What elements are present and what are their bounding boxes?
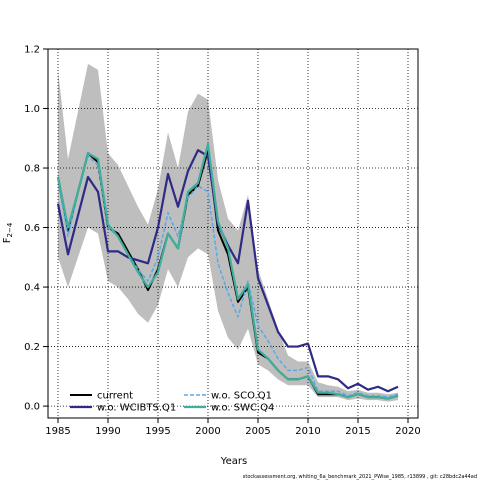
legend-label: w.o. SWC.Q4	[211, 403, 274, 414]
x-tick-label: 1990	[95, 426, 120, 437]
y-tick-label: 0.6	[24, 223, 40, 234]
legend-label: w.o. SCO.Q1	[211, 391, 272, 402]
x-tick-label: 2000	[195, 426, 220, 437]
legend-label: current	[97, 391, 133, 402]
y-tick-label: 0.4	[24, 283, 40, 294]
series-line-w-o-swc-q4	[56, 143, 399, 400]
x-tick-label: 2015	[345, 426, 370, 437]
y-tick-label: 1.2	[24, 45, 40, 56]
confidence-band-layer	[58, 63, 398, 402]
x-tick-label: 2005	[245, 426, 270, 437]
y-tick-label: 1.0	[24, 104, 40, 115]
axis-layer: 1985 1990 1995 2000 2005 2010 2015 2020 0.0 0.2 0.…	[24, 45, 421, 438]
x-tick-label: 2010	[295, 426, 320, 437]
plot-frame	[47, 48, 419, 419]
series-layer	[56, 143, 399, 400]
y-axis-title: F2−4	[2, 222, 14, 243]
footer-text: stockassessment.org, whiting_6a_benchmar…	[243, 474, 477, 480]
x-tick-label: 1985	[45, 426, 70, 437]
y-tick-label: 0.8	[24, 164, 40, 175]
confidence-band	[58, 63, 398, 402]
x-tick-label: 2020	[395, 426, 420, 437]
y-tick-label: 0.2	[24, 342, 40, 353]
y-axis-title-subscript: 2−4	[6, 222, 14, 237]
y-tick-label: 0.0	[24, 402, 40, 413]
legend-label: w.o. WCIBTS.Q1	[97, 403, 176, 414]
y-axis-title-main: F	[2, 237, 13, 243]
x-axis-title: Years	[220, 456, 247, 467]
x-tick-label: 1995	[145, 426, 170, 437]
